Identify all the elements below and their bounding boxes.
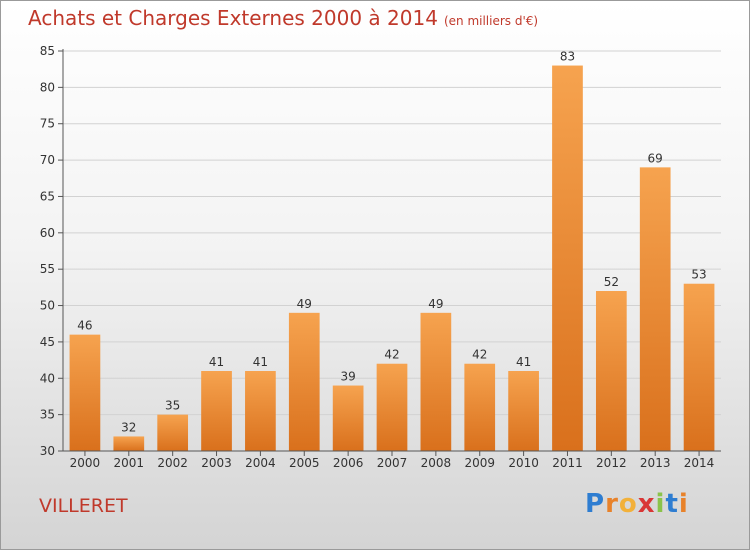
data-label: 32 [121,420,136,434]
bar [420,312,452,451]
x-tick-label: 2002 [157,456,188,470]
bar [245,371,276,451]
y-tick-label: 45 [40,335,55,349]
x-tick-label: 2007 [377,456,408,470]
data-label: 49 [428,297,443,311]
chart-title: Achats et Charges Externes 2000 à 2014 (e… [28,6,538,30]
y-tick-label: 30 [40,444,55,458]
x-tick-label: 2000 [70,456,101,470]
x-tick-label: 2014 [684,456,715,470]
proxiti-logo: Proxiti [585,489,689,519]
commune-name: VILLERET [39,495,128,517]
bar [376,363,408,451]
bar [595,291,627,451]
x-tick-label: 2013 [640,456,671,470]
bar [639,167,671,451]
unit-label: (en milliers d'€) [443,14,539,28]
data-label: 41 [516,355,531,369]
data-label: 52 [604,275,619,289]
x-tick-label: 2004 [245,456,276,470]
bar [69,334,101,451]
bar [157,414,189,451]
data-label: 39 [340,370,355,384]
y-tick-label: 55 [40,262,55,276]
logo-letter: x [637,489,656,519]
data-label: 42 [472,348,487,362]
data-label: 41 [209,355,224,369]
bar [113,436,145,451]
data-label: 41 [253,355,268,369]
data-label: 42 [384,348,399,362]
logo-letter: r [605,489,619,519]
x-tick-label: 2006 [333,456,364,470]
data-label: 69 [648,151,663,165]
y-tick-label: 80 [40,80,55,94]
data-label: 35 [165,399,180,413]
x-tick-label: 2005 [289,456,320,470]
logo-letter: P [585,489,606,519]
y-tick-label: 70 [40,153,55,167]
logo-letter: i [678,489,689,519]
x-tick-label: 2003 [201,456,232,470]
logo-letter: i [655,489,666,519]
data-label: 53 [691,268,706,282]
x-tick-label: 2009 [464,456,495,470]
y-tick-label: 35 [40,408,55,422]
y-tick-label: 85 [40,44,55,58]
bar [683,283,715,451]
x-tick-label: 2008 [421,456,452,470]
data-label: 46 [77,319,92,333]
data-label: 49 [297,297,312,311]
y-tick-label: 50 [40,299,55,313]
bar [552,65,583,451]
bar [464,363,496,451]
x-tick-label: 2001 [114,456,145,470]
y-tick-label: 65 [40,189,55,203]
x-tick-label: 2012 [596,456,627,470]
data-label: 83 [560,50,575,64]
bar [508,371,539,451]
bar [288,312,320,451]
logo-letter: t [665,489,679,519]
title-text: Achats et Charges Externes 2000 à 2014 [28,6,438,30]
y-tick-label: 40 [40,371,55,385]
y-tick-label: 75 [40,117,55,131]
x-tick-label: 2010 [508,456,539,470]
x-tick-label: 2011 [552,456,583,470]
y-tick-label: 60 [40,226,55,240]
bar [332,385,364,451]
bar [201,371,232,451]
logo-letter: o [618,489,638,519]
